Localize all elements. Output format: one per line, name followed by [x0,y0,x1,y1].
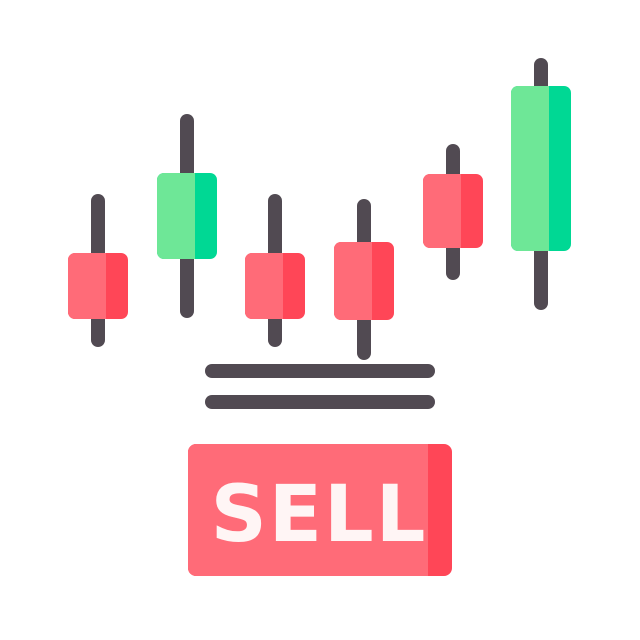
sell-button-face-edge [420,444,428,576]
candle-body [423,174,461,248]
candle-body [68,253,106,319]
candle-4-bearish [334,199,394,360]
candlestick-group [68,58,571,360]
candle-body [334,242,372,320]
sell-button[interactable]: SELL [188,444,452,576]
candle-body [157,173,195,259]
divider-lines [205,364,435,409]
candle-6-bullish [511,58,571,310]
candle-1-bearish [68,194,128,347]
candle-body [511,86,549,251]
candle-body [245,253,283,319]
candle-2-bullish [157,114,217,318]
sell-button-label: SELL [211,470,428,560]
sell-button-face [188,444,428,576]
candle-3-bearish [245,194,305,347]
candle-5-bearish [423,144,483,280]
